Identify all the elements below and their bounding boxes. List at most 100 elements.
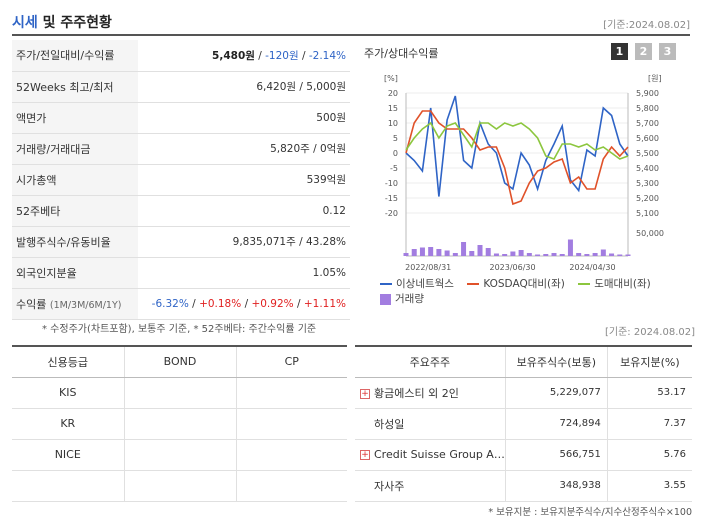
legend-series3: 도매대비(좌) [578,276,651,291]
holder-name-text: 자사주 [374,479,405,493]
col-header: 보유지분(%) [607,346,692,378]
right-axis-unit: [원] [648,74,662,83]
stats-value: 539억원 [138,164,350,196]
stats-row-volume: 거래량/거래대금 5,820주 / 0억원 [12,133,350,165]
stats-value: 500원 [138,102,350,134]
stats-row-52w: 52Weeks 최고/최저 6,420원 / 5,000원 [12,71,350,103]
holder-shares: 5,229,077 [504,377,608,409]
left-axis-unit: [%] [384,74,398,83]
volume-bar [609,253,615,256]
chart-title: 주가/상대수익률 [364,47,439,60]
chart-tab-2[interactable]: 2 [635,43,652,60]
credit-rating-table: 신용등급 BOND CP KIS KR NICE [12,345,347,502]
volume-bar [592,253,598,256]
stats-row-returns: 수익률 (1M/3M/6M/1Y) -6.32% / +0.18% / +0.9… [12,288,350,320]
legend-line-icon [380,283,392,285]
stats-table: 주가/전일대비/수익률 5,480원 / -120원 / -2.14% 52We… [12,40,350,320]
sep: / [254,49,266,62]
volume-bar [551,253,557,256]
stats-label: 수익률 (1M/3M/6M/1Y) [12,288,138,320]
stats-label: 52주베타 [12,195,138,227]
left-tick-label: -20 [385,209,398,218]
volume-bar [403,253,409,256]
legend-volume: 거래량 [380,291,424,306]
right-tick-label: 5,200 [636,194,659,203]
right-tick-label: 5,500 [636,149,659,158]
col-header: 신용등급 [12,346,125,378]
chart-tab-3[interactable]: 3 [659,43,676,60]
stats-note: * 수정주가(차트포함), 보통주 기준, * 52주베타: 주간수익률 기준 [42,324,317,335]
holder-shares: 724,894 [504,408,608,440]
cell [124,439,237,471]
holder-name: 자사주 [355,470,506,502]
chart-tab-1[interactable]: 1 [611,43,628,60]
holder-pct: 5.76 [606,439,692,471]
right-tick-label: 5,600 [636,134,659,143]
legend-line-icon [578,283,591,285]
return-3m: +0.18% [199,297,242,310]
volume-bar [428,247,434,256]
col-header: CP [236,346,347,378]
holder-shares: 566,751 [504,439,608,471]
volume-bar [461,242,467,256]
chart-svg: [%] [원] 20 15 10 5 0 -5 -10 -15 -20 5,900 5,800 5,700… [384,74,664,272]
cell [236,408,347,440]
left-tick-label: -10 [385,179,398,188]
left-tick-label: 15 [388,104,398,113]
volume-bar [485,248,491,256]
stats-row-mcap: 시가총액 539억원 [12,164,350,196]
volume-bar [452,253,458,256]
stats-value: -6.32% / +0.18% / +0.92% / +1.11% [138,288,350,320]
right-tick-label: 5,100 [636,209,659,218]
volume-bar [625,254,631,256]
stats-row-shares: 발행주식수/유동비율 9,835,071주 / 43.28% [12,226,350,258]
cell: KR [12,408,125,440]
volume-bar [518,250,524,256]
left-tick-label: 20 [388,89,398,98]
volume-bar [510,251,516,256]
sep: / [244,297,252,310]
cell: NICE [12,439,125,471]
volume-bar [411,249,417,256]
stats-label: 시가총액 [12,164,138,196]
chart-panel: 주가/상대수익률 1 2 3 [%] [원] 20 15 10 5 0 -5 -10 -15 -20… [360,40,690,315]
holder-shares: 348,938 [504,470,608,502]
col-header: BOND [124,346,237,378]
volume-bar [444,250,450,256]
left-tick-label: -5 [390,164,398,173]
stats-label: 주가/전일대비/수익률 [12,40,138,72]
stats-value: 1.05% [138,257,350,289]
stats-label: 거래량/거래대금 [12,133,138,165]
return-1y: +1.11% [303,297,346,310]
credit-header-row: 신용등급 BOND CP [12,346,347,378]
holders-header-row: 주요주주 보유주식수(보통) 보유지분(%) [355,346,692,378]
cell [236,439,347,471]
table-row: KIS [12,377,347,409]
stats-row-par: 액면가 500원 [12,102,350,134]
volume-bar [617,254,623,256]
volume-tick-label: 50,000 [636,229,664,238]
stats-label: 52Weeks 최고/최저 [12,71,138,103]
stats-value: 5,820주 / 0억원 [138,133,350,165]
stats-label: 액면가 [12,102,138,134]
volume-bar [600,249,606,256]
expand-plus-icon[interactable]: + [360,450,370,460]
col-header: 주요주주 [355,346,506,378]
left-tick-label: 10 [388,119,398,128]
legend-label: 도매대비(좌) [594,278,651,290]
table-row: 자사주 348,938 3.55 [355,470,692,502]
stats-row-price: 주가/전일대비/수익률 5,480원 / -120원 / -2.14% [12,40,350,72]
expand-plus-icon[interactable]: + [360,388,370,399]
legend-box-icon [380,293,391,305]
price-value: 5,480원 [212,49,255,62]
right-tick-label: 5,400 [636,164,659,173]
right-tick-label: 5,900 [636,89,659,98]
holder-pct: 7.37 [606,408,692,440]
sep: / [192,297,200,310]
section-header: 시세 및 주주현황 [기준:2024.08.02] [12,10,690,36]
holder-name-text: 하성일 [374,417,405,431]
volume-bar [543,254,549,256]
cell [12,470,125,502]
change-value: -120원 [265,49,299,62]
volume-bar [559,254,565,256]
